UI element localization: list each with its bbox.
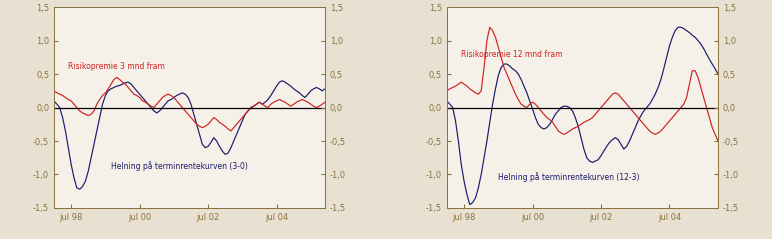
Text: Helning på terminrentekurven (3-0): Helning på terminrentekurven (3-0): [111, 161, 248, 171]
Text: Risikopremie 3 mnd fram: Risikopremie 3 mnd fram: [68, 62, 165, 71]
Text: Helning på terminrentekurven (12-3): Helning på terminrentekurven (12-3): [498, 172, 640, 182]
Text: Risikopremie 12 mnd fram: Risikopremie 12 mnd fram: [461, 50, 563, 59]
